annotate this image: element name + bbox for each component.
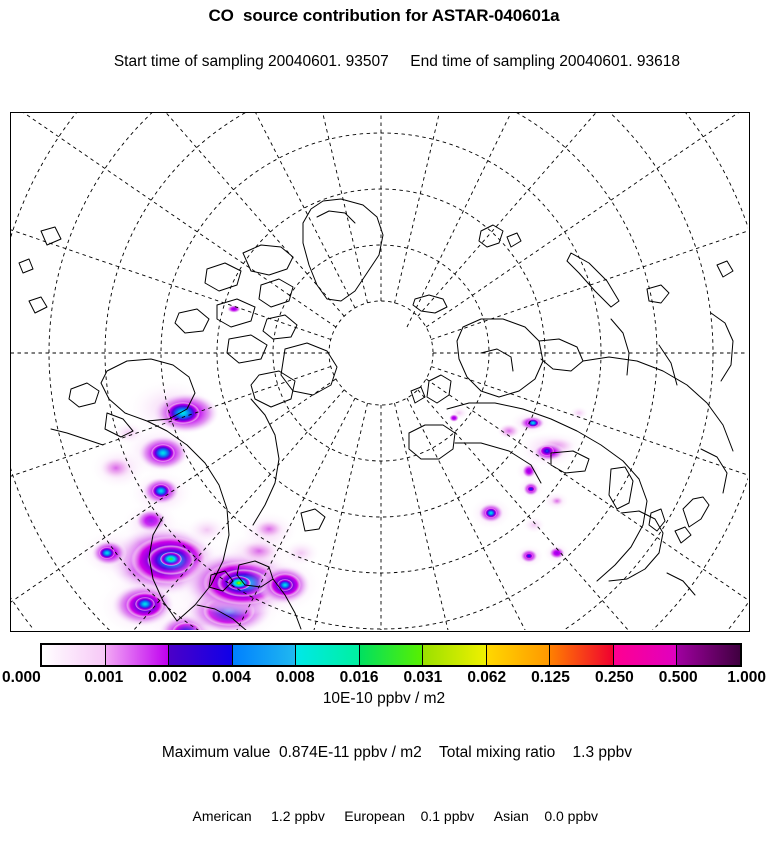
colorbar-tick-9: 0.250 — [594, 669, 634, 686]
colorbar-segment-8 — [550, 645, 614, 665]
meridians — [11, 113, 748, 630]
colorbar — [40, 643, 742, 667]
colorbar-tick-3: 0.004 — [212, 669, 251, 686]
map-plot-area — [10, 112, 750, 632]
colorbar-tick-0: 0.000 — [2, 669, 41, 686]
colorbar-segment-5 — [359, 645, 424, 665]
sampling-time-line: Start time of sampling 20040601. 93507 E… — [0, 27, 768, 96]
american-label: American — [192, 808, 252, 824]
colorbar-segment-9 — [613, 645, 678, 665]
summary-line: Maximum value 0.874E-11 ppbv / m2 Total … — [0, 720, 768, 786]
asian-label: Asian — [493, 808, 529, 824]
end-time-text: End time of sampling 20040601. 93618 — [410, 53, 680, 70]
figure-footer: Maximum value 0.874E-11 ppbv / m2 Total … — [0, 720, 768, 846]
graticule — [11, 113, 748, 630]
colorbar-segment-3 — [232, 645, 297, 665]
page-title: CO source contribution for ASTAR-040601a — [208, 6, 560, 25]
colorbar-segment-0 — [42, 645, 106, 665]
regional-contributions-line: American 1.2 ppbv European 0.1 ppbv Asia… — [0, 786, 768, 846]
colorbar-tick-4: 0.008 — [275, 669, 315, 686]
colorbar-tick-5: 0.016 — [339, 669, 379, 686]
total-mixing-ratio-value: 1.3 ppbv — [572, 744, 632, 761]
colorbar-segment-1 — [105, 645, 170, 665]
colorbar-tick-8: 0.125 — [531, 669, 570, 686]
colorbar-tick-10: 0.500 — [658, 669, 698, 686]
colorbar-segment-4 — [296, 645, 360, 665]
colorbar-unit-label: 10E-10 ppbv / m2 — [322, 690, 446, 707]
european-value: 0.1 ppbv — [420, 808, 475, 824]
colorbar-tick-7: 0.062 — [467, 669, 507, 686]
max-value-label: Maximum value — [161, 744, 271, 761]
total-mixing-ratio-label: Total mixing ratio — [438, 744, 556, 761]
coastlines — [18, 198, 734, 630]
colorbar-segment-10 — [677, 645, 741, 665]
colorbar-tick-2: 0.002 — [148, 669, 188, 686]
european-label: European — [344, 808, 405, 824]
american-value: 1.2 ppbv — [271, 808, 325, 824]
colorbar-tick-labels: 0.000 0.001 0.002 0.004 0.008 0.016 0.031 0.062… — [0, 669, 768, 687]
colorbar-tick-1: 0.001 — [84, 669, 124, 686]
asian-value: 0.0 ppbv — [544, 808, 599, 824]
max-value-text: 0.874E-11 ppbv / m2 — [279, 744, 422, 761]
colorbar-segment-6 — [423, 645, 487, 665]
figure-root: CO source contribution for ASTAR-040601a… — [0, 6, 768, 824]
start-time-text: Start time of sampling 20040601. 93507 — [113, 53, 389, 70]
concentration-field — [79, 305, 589, 630]
polar-map-svg — [11, 113, 748, 630]
colorbar-segment-7 — [486, 645, 551, 665]
colorbar-segment-2 — [169, 645, 233, 665]
colorbar-tick-6: 0.031 — [403, 669, 443, 686]
colorbar-tick-11: 1.000 — [727, 669, 766, 686]
